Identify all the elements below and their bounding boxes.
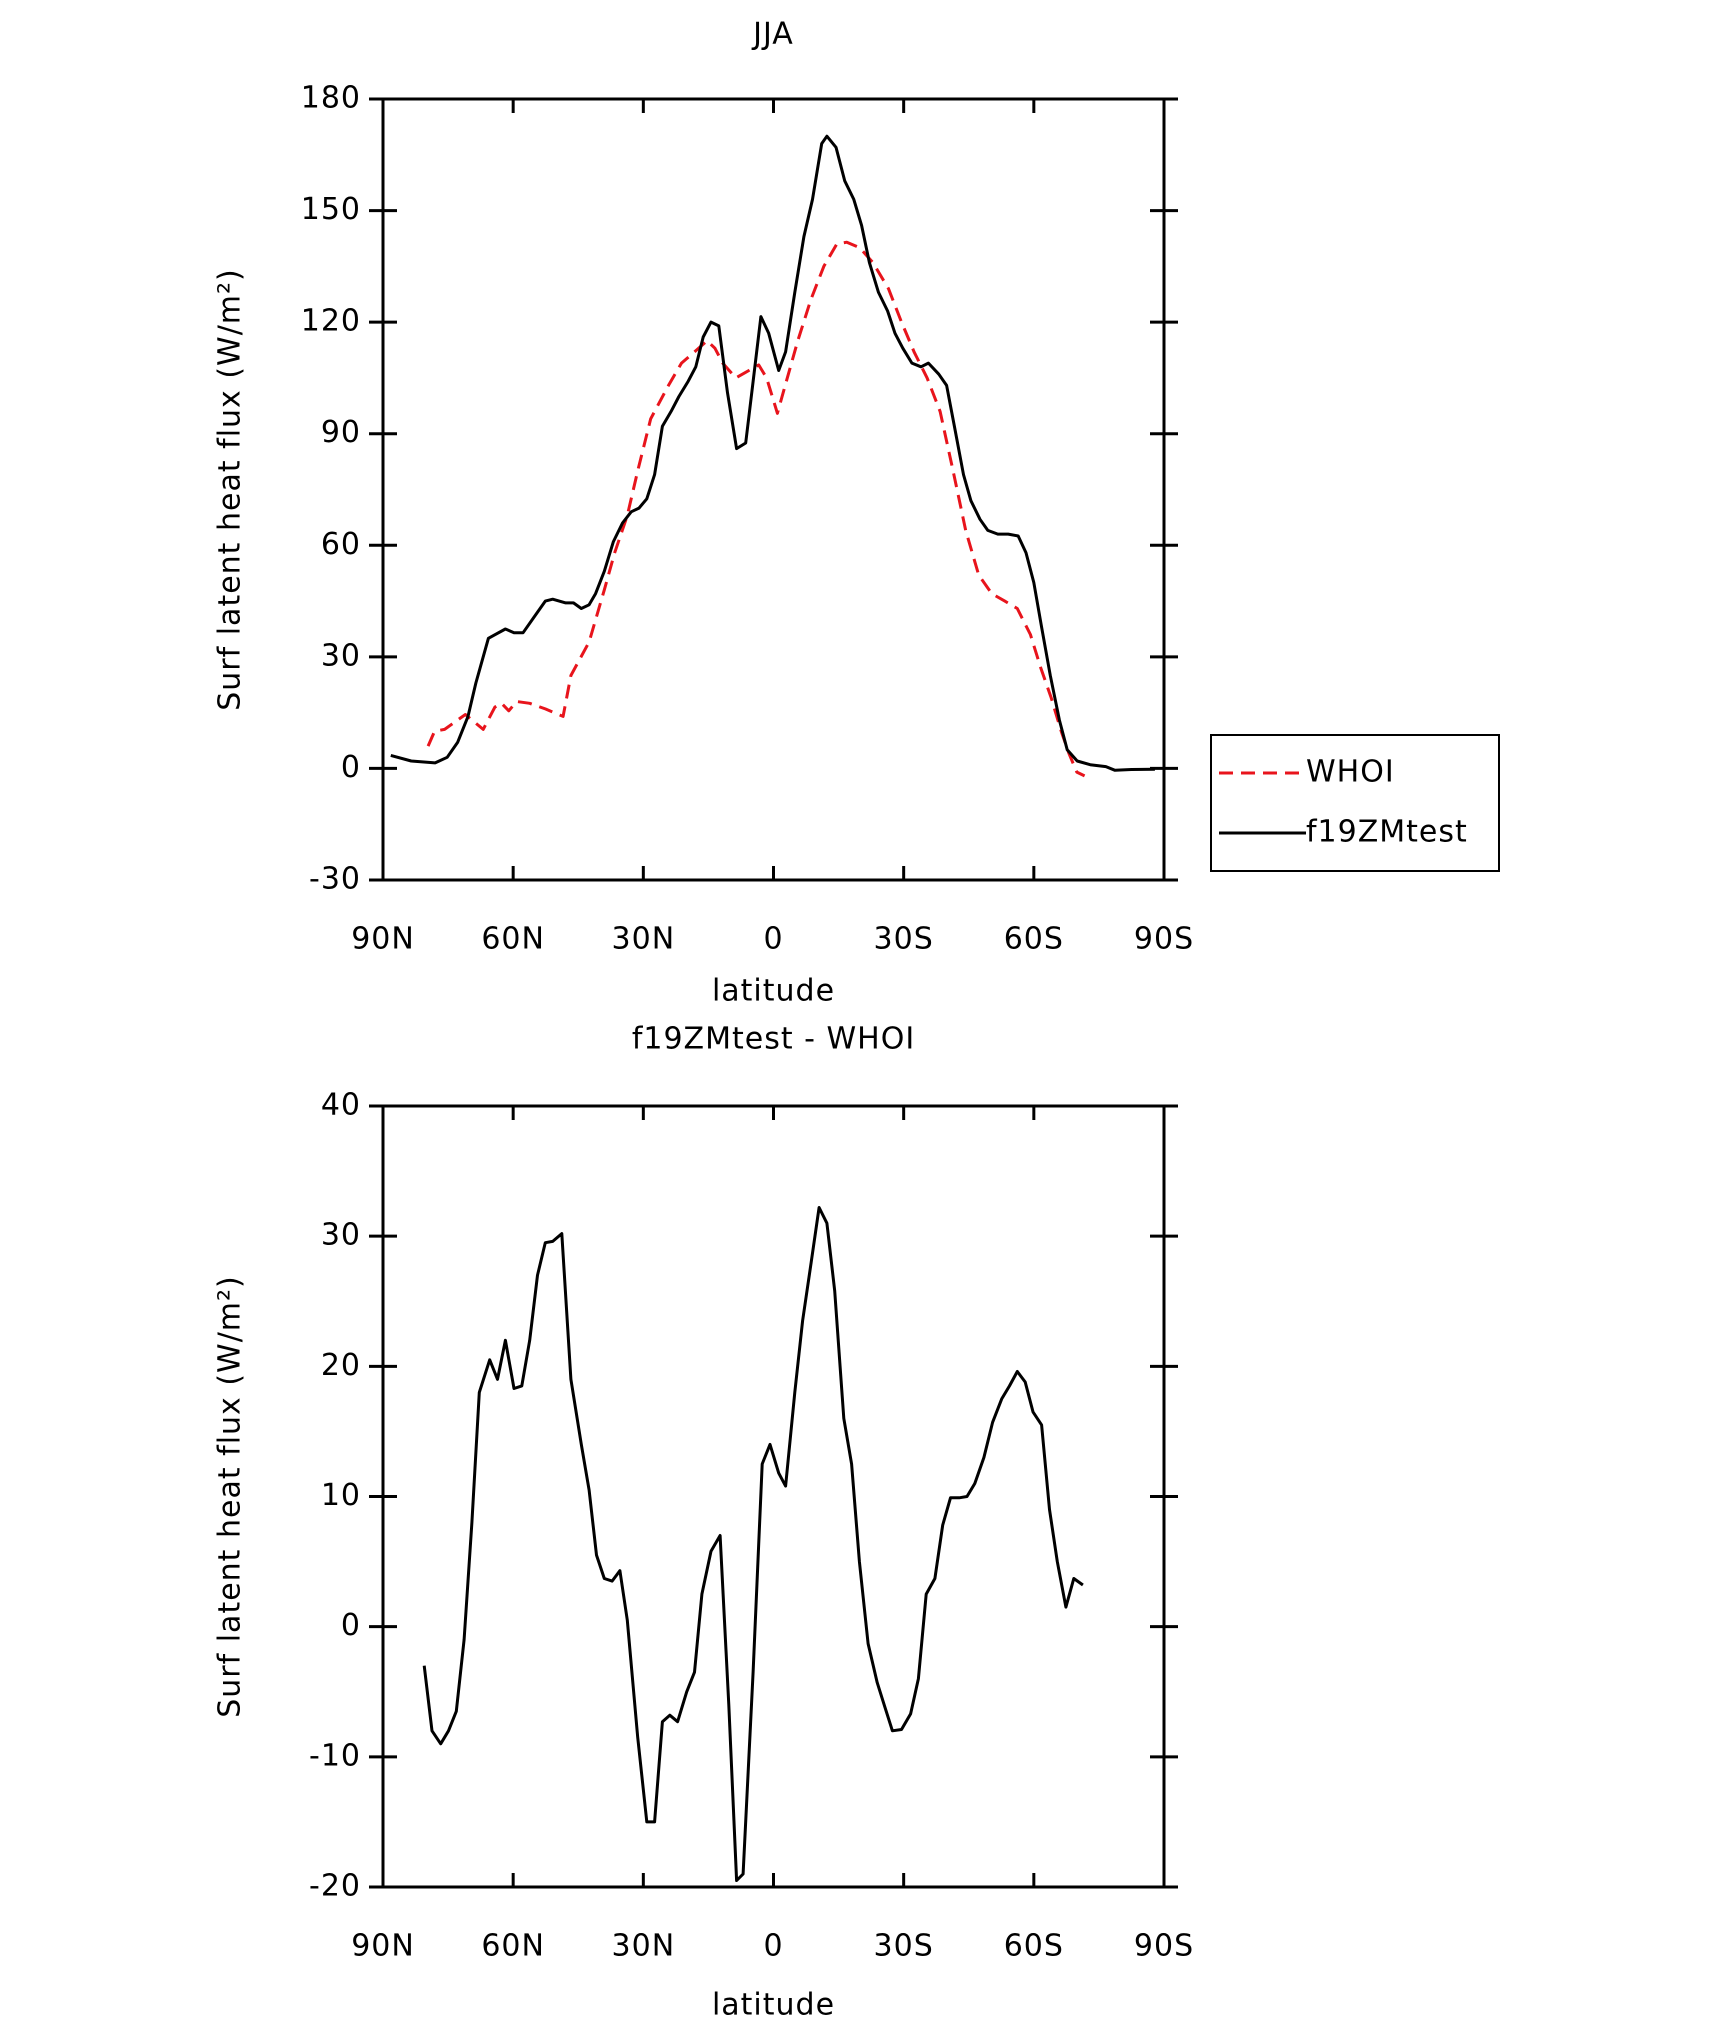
plot-frame [381,97,1166,882]
x-tick-label: 30S [874,922,934,957]
x-axis-label: latitude [712,1988,835,2022]
y-tick-label: 150 [301,192,361,227]
x-tick-label: 30S [874,1929,934,1964]
x-tick-label: 60N [481,922,545,957]
x-tick-label: 30N [612,922,676,957]
y-tick-label: 20 [321,1348,361,1383]
y-tick-label: 30 [321,1218,361,1253]
y-axis-label: Surf latent heat flux (W/m²) [213,1275,248,1718]
legend-label: WHOI [1306,755,1395,790]
y-tick-label: -20 [309,1869,361,1904]
x-tick-label: 60S [1004,922,1064,957]
data-line [426,240,1086,778]
y-tick-label: 90 [321,415,361,450]
legend-box [1210,734,1500,872]
chart-title: f19ZMtest - WHOI [632,1022,915,1057]
y-tick-label: -10 [309,1738,361,1773]
y-tick-label: 40 [321,1088,361,1123]
x-tick-label: 0 [763,1929,783,1964]
chart: JJA latitude Surf latent heat flux (W/m²) -… [213,17,1500,1009]
x-axis-label: latitude [712,974,835,1009]
x-tick-label: 60N [481,1929,545,1964]
chart: f19ZMtest - WHOI latitude Surf latent heat… [213,1022,1194,2023]
legend-label: f19ZMtest [1306,815,1468,850]
y-tick-label: 60 [321,527,361,562]
x-tick-label: 90N [351,922,415,957]
x-tick-label: 0 [763,922,783,957]
y-tick-label: 120 [301,304,361,339]
y-tick-label: 30 [321,638,361,673]
y-tick-label: 180 [301,81,361,116]
data-line [422,1206,1084,1882]
x-tick-label: 90N [351,1929,415,1964]
data-line [390,134,1155,772]
y-tick-label: 10 [321,1478,361,1513]
chart-title: JJA [751,17,794,52]
x-tick-label: 90S [1134,922,1194,957]
x-tick-label: 30N [612,1929,676,1964]
y-tick-label: -30 [309,862,361,897]
x-tick-label: 90S [1134,1929,1194,1964]
y-tick-label: 0 [341,750,361,785]
y-tick-label: 0 [341,1608,361,1643]
y-axis-label: Surf latent heat flux (W/m²) [213,268,248,711]
x-tick-label: 60S [1004,1929,1064,1964]
